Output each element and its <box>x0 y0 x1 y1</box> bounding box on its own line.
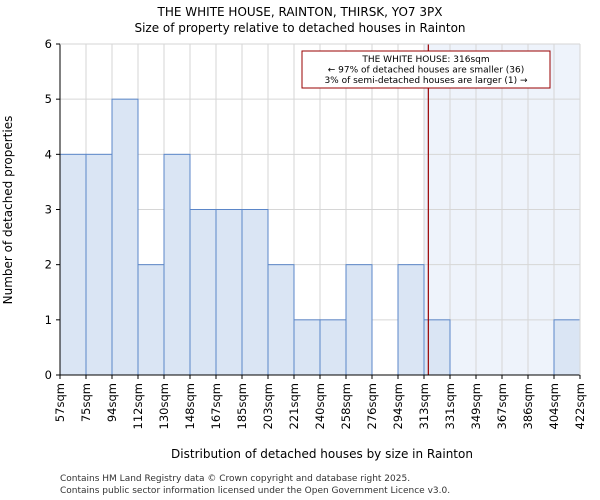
y-tick-label: 1 <box>45 313 52 327</box>
plot-area: 0 1 2 3 4 5 6 57sqm 75sqm 94sqm 112sqm 130sqm 148sqm… <box>45 37 587 429</box>
histogram-bar <box>215 209 243 376</box>
x-tick-label: 294sqm <box>391 383 405 429</box>
x-tick-label: 386sqm <box>521 383 535 429</box>
histogram-bar <box>319 319 347 376</box>
histogram-bar <box>59 153 87 376</box>
annotation-line: THE WHITE HOUSE: 316sqm <box>361 55 489 65</box>
histogram-bar <box>293 319 321 376</box>
chart-title: THE WHITE HOUSE, RAINTON, THIRSK, YO7 3P… <box>157 5 443 19</box>
x-axis-label: Distribution of detached houses by size … <box>171 447 473 461</box>
x-tick-label: 167sqm <box>209 383 223 429</box>
x-tick-label: 112sqm <box>131 383 145 429</box>
x-tick-label: 313sqm <box>417 383 431 429</box>
footer-line-2: Contains public sector information licen… <box>60 486 450 496</box>
x-tick-label: 422sqm <box>573 383 587 429</box>
histogram-bar <box>189 209 217 376</box>
x-tick-label: 240sqm <box>313 383 327 429</box>
x-tick-label: 276sqm <box>365 383 379 429</box>
x-tick-label: 75sqm <box>79 383 93 422</box>
y-axis-label: Number of detached properties <box>1 116 15 305</box>
x-tick-label: 404sqm <box>547 383 561 429</box>
histogram-bar <box>137 264 165 376</box>
histogram-bar <box>111 98 139 376</box>
annotation-box <box>301 50 551 89</box>
histogram-bar <box>553 319 581 376</box>
y-tick-label: 3 <box>45 203 52 217</box>
histogram-bar <box>241 209 269 376</box>
y-tick-label: 2 <box>45 258 52 272</box>
y-tick-label: 6 <box>45 37 52 51</box>
x-tick-label: 94sqm <box>105 383 119 422</box>
x-tick-label: 349sqm <box>469 383 483 429</box>
annotation-line: ← 97% of detached houses are smaller (36… <box>328 66 525 76</box>
y-tick-label: 0 <box>45 368 52 382</box>
histogram-bar <box>85 153 113 376</box>
x-tick-label: 148sqm <box>183 383 197 429</box>
histogram-bar <box>267 264 295 376</box>
x-tick-label: 367sqm <box>495 383 509 429</box>
x-tick-label: 185sqm <box>235 383 249 429</box>
x-tick-label: 203sqm <box>261 383 275 429</box>
x-tick-label: 57sqm <box>53 383 67 422</box>
histogram-bar <box>345 264 373 376</box>
y-tick-label: 5 <box>45 92 52 106</box>
x-tick-label: 331sqm <box>443 383 457 429</box>
x-tick-label: 130sqm <box>157 383 171 429</box>
x-tick-label: 258sqm <box>339 383 353 429</box>
x-tick-label: 221sqm <box>287 383 301 429</box>
histogram-bar <box>397 264 425 376</box>
annotation-line: 3% of semi-detached houses are larger (1… <box>324 76 528 86</box>
y-tick-label: 4 <box>45 147 52 161</box>
histogram-bar <box>163 153 191 376</box>
chart-subtitle: Size of property relative to detached ho… <box>134 21 465 35</box>
footer-line-1: Contains HM Land Registry data © Crown c… <box>60 474 410 484</box>
